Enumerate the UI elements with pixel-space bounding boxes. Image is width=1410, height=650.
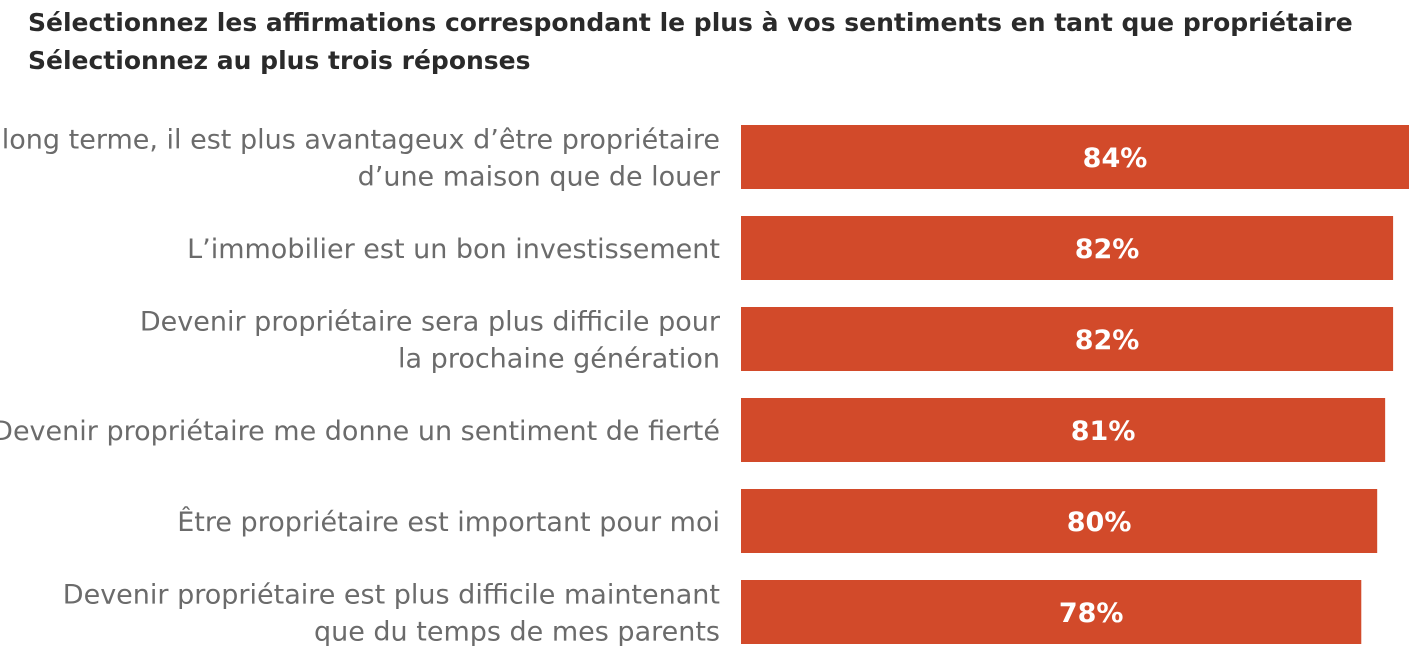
bar xyxy=(741,489,1378,553)
bar-value-label: 82% xyxy=(1075,234,1140,265)
bar xyxy=(741,307,1394,371)
bar-row: 78% Devenir propriétaire est plus diffici… xyxy=(63,580,1362,648)
bar-row: 82% L’immobilier est un bon investissemen… xyxy=(187,216,1394,280)
bar xyxy=(741,125,1409,189)
category-label: d’une maison que de louer xyxy=(358,162,721,193)
bar-value-label: 82% xyxy=(1075,325,1140,356)
bar-row: 82% Devenir propriétaire sera plus diffic… xyxy=(140,307,1394,375)
category-label: la prochaine génération xyxy=(398,344,720,375)
category-label: L’immobilier est un bon investissement xyxy=(187,234,720,265)
bar xyxy=(741,580,1362,644)
category-label: que du temps de mes parents xyxy=(314,617,720,648)
category-label: Devenir propriétaire sera plus difficile… xyxy=(140,307,721,338)
bar-value-label: 84% xyxy=(1083,143,1148,174)
chart-title-block: Sélectionnez les affirmations correspond… xyxy=(28,4,1353,80)
category-label: À long terme, il est plus avantageux d’ê… xyxy=(0,124,720,156)
chart-title: Sélectionnez les affirmations correspond… xyxy=(28,8,1353,37)
category-label: Devenir propriétaire est plus difficile … xyxy=(63,580,720,611)
bar xyxy=(741,216,1394,280)
chart-subtitle: Sélectionnez au plus trois réponses xyxy=(28,46,531,75)
category-label: Être propriétaire est important pour moi xyxy=(177,506,720,538)
bar-value-label: 81% xyxy=(1071,416,1136,447)
bar-value-label: 78% xyxy=(1059,598,1124,629)
bar-row: 81% Devenir propriétaire me donne un sent… xyxy=(0,398,1386,462)
bar-row: 84% À long terme, il est plus avantageux … xyxy=(0,124,1409,193)
category-label: Devenir propriétaire me donne un sentime… xyxy=(0,416,720,447)
bar-value-label: 80% xyxy=(1067,507,1132,538)
bar xyxy=(741,398,1386,462)
bar-row: 80% Être propriétaire est important pour … xyxy=(177,489,1378,553)
